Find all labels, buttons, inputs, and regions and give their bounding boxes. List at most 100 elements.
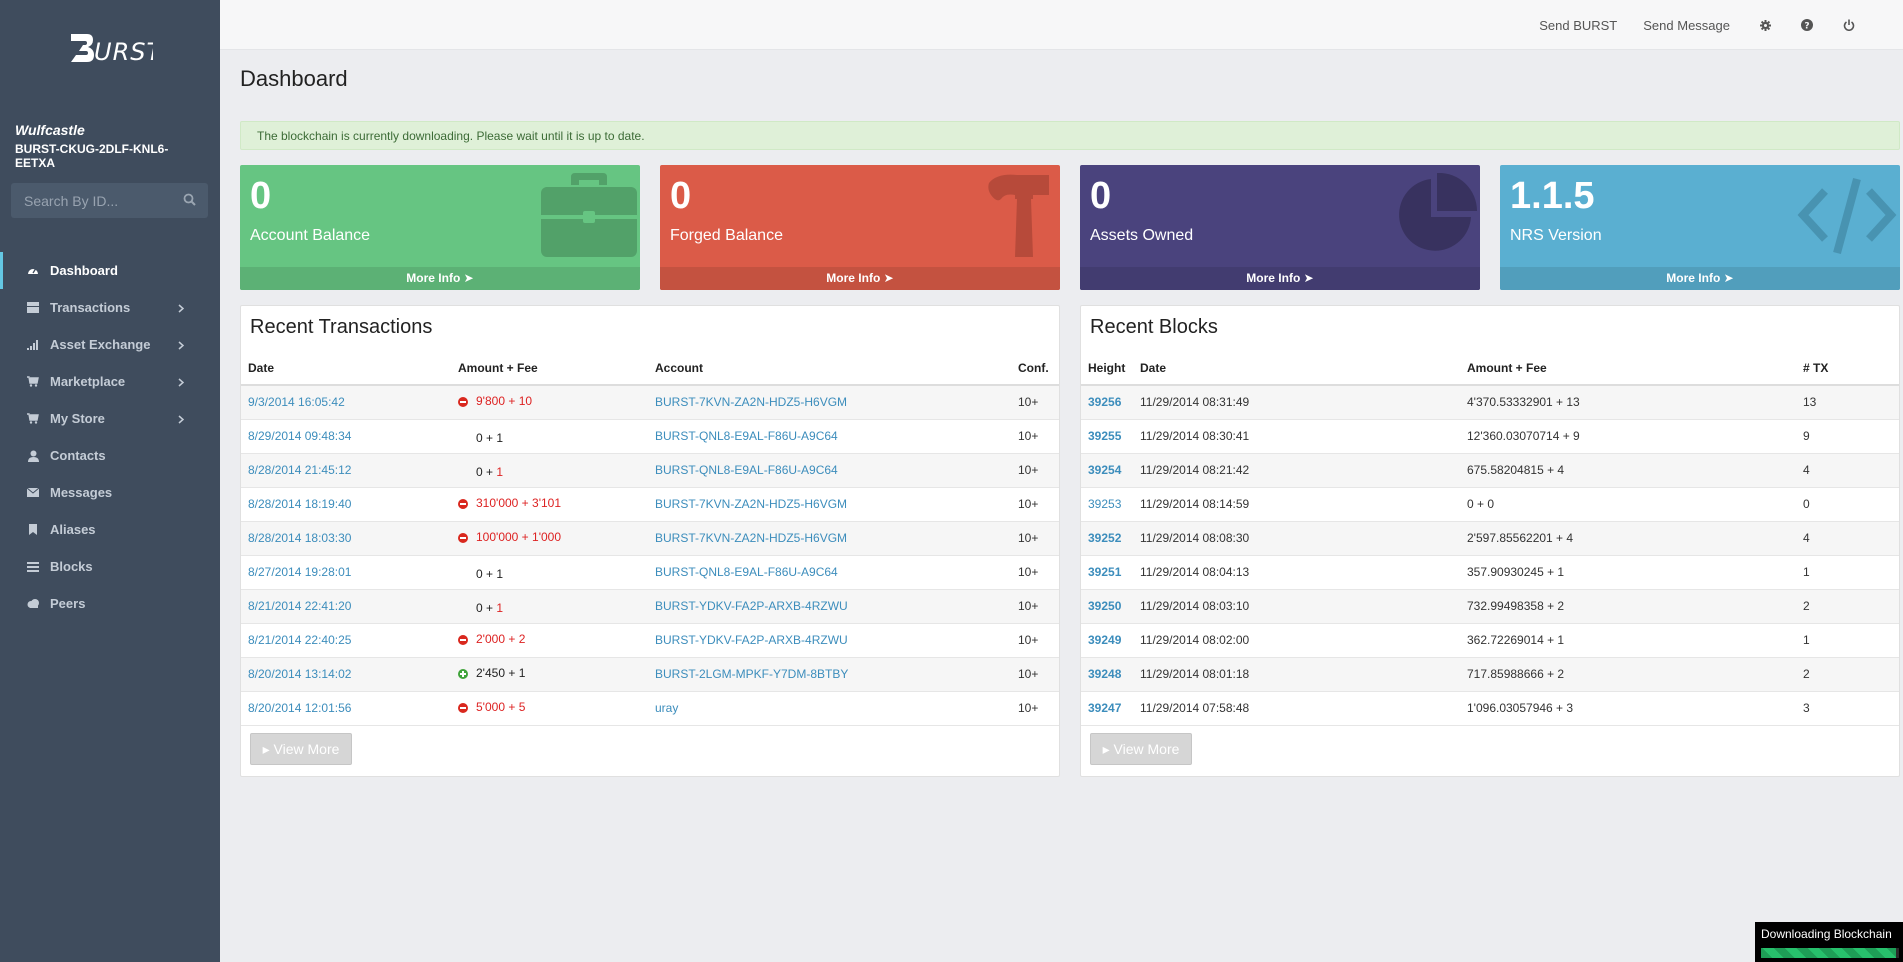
nrs-version-box: 1.1.5 NRS Version More Info ➤ [1500,165,1900,290]
arrow-circle-right-icon: ➤ [883,271,894,285]
transaction-date-link[interactable]: 8/21/2014 22:40:25 [248,633,352,647]
sidebar-item-marketplace[interactable]: Marketplace [0,363,220,400]
block-height-link[interactable]: 39247 [1088,701,1122,715]
more-info-link[interactable]: More Info ➤ [240,267,640,290]
account-link[interactable]: BURST-QNL8-E9AL-F86U-A9C64 [655,463,838,477]
fee-value: 1 [496,431,504,445]
more-info-link[interactable]: More Info ➤ [1080,267,1480,290]
sidebar-item-transactions[interactable]: Transactions [0,289,220,326]
power-icon[interactable] [1843,19,1855,31]
transaction-date-link[interactable]: 8/28/2014 18:03:30 [248,531,352,545]
sidebar-item-my-store[interactable]: My Store [0,400,220,437]
sidebar-item-contacts[interactable]: Contacts [0,437,220,474]
send-burst-link[interactable]: Send BURST [1539,17,1618,33]
block-tx-count: 2 [1796,589,1899,624]
cloud-icon [26,599,40,608]
column-header[interactable]: Amount + Fee [1460,351,1796,386]
panel-title: Recent Transactions [250,316,433,338]
table-row: 8/28/2014 18:03:30 100'000 + 1'000 BURST-7… [241,521,1059,556]
sidebar-item-label: Asset Exchange [50,337,151,352]
account-link[interactable]: BURST-7KVN-ZA2N-HDZ5-H6VGM [655,531,848,545]
account-link[interactable]: BURST-YDKV-FA2P-ARXB-4RZWU [655,599,848,613]
download-status: Downloading Blockchain [1755,922,1903,962]
envelope-icon [26,488,40,497]
block-height-link[interactable]: 39256 [1088,395,1122,410]
more-info-label: More Info [1666,271,1721,285]
block-date: 11/29/2014 08:31:49 [1133,385,1460,420]
block-height-link[interactable]: 39248 [1088,667,1122,681]
fee-value: 2 [518,632,526,646]
block-date: 11/29/2014 08:14:59 [1133,487,1460,522]
table-row: 39252 11/29/2014 08:08:30 2'597.85562201 +… [1081,521,1899,556]
account-id[interactable]: BURST-CKUG-2DLF-KNL6- EETXA [15,142,205,170]
sidebar-item-dashboard[interactable]: Dashboard [0,252,220,289]
recent-blocks-panel: Recent Blocks Height Date Amount + Fee #… [1080,305,1900,777]
transaction-date-link[interactable]: 8/28/2014 18:19:40 [248,497,352,511]
stat-label: NRS Version [1510,227,1602,244]
account-link[interactable]: BURST-QNL8-E9AL-F86U-A9C64 [655,565,838,579]
sidebar-item-label: Transactions [50,300,131,315]
block-height-link[interactable]: 39250 [1088,599,1122,613]
assets-owned-box: 0 Assets Owned More Info ➤ [1080,165,1480,290]
transaction-date-link[interactable]: 8/20/2014 12:01:56 [248,701,352,715]
transaction-date-link[interactable]: 9/3/2014 16:05:42 [248,395,345,410]
more-info-link[interactable]: More Info ➤ [1500,267,1900,290]
stat-label: Assets Owned [1090,227,1194,244]
download-progress-bar [1761,948,1899,958]
amount-fee: 0 + 1 [476,431,504,445]
confirmations: 10+ [1011,453,1059,488]
gear-icon[interactable] [1760,19,1771,31]
pie-chart-icon [1393,172,1477,260]
more-info-label: More Info [826,271,881,285]
transaction-date-link[interactable]: 8/21/2014 22:41:20 [248,599,352,613]
blocks-table: Height Date Amount + Fee # TX 39256 11/29… [1081,351,1899,726]
column-header[interactable]: Height [1081,351,1133,386]
transaction-date-link[interactable]: 8/29/2014 09:48:34 [248,429,352,443]
amount-value: 100'000 [476,530,519,544]
transaction-date-link[interactable]: 8/28/2014 21:45:12 [248,463,352,477]
user-name: Wulfcastle [15,122,85,138]
view-more-button[interactable]: ▸ View More [1090,733,1192,765]
help-icon[interactable]: ? [1801,19,1813,31]
account-balance-box: 0 Account Balance More Info ➤ [240,165,640,290]
burst-logo[interactable]: URST [0,0,220,95]
column-header[interactable]: Date [241,351,451,386]
sidebar-item-blocks[interactable]: Blocks [0,548,220,585]
sidebar-item-aliases[interactable]: Aliases [0,511,220,548]
view-more-button[interactable]: ▸ View More [250,733,352,765]
account-link[interactable]: BURST-YDKV-FA2P-ARXB-4RZWU [655,633,848,647]
account-link[interactable]: BURST-7KVN-ZA2N-HDZ5-H6VGM [655,395,848,410]
block-height-link[interactable]: 39253 [1088,497,1122,511]
block-height-link[interactable]: 39249 [1088,633,1122,647]
account-link[interactable]: uray [655,701,679,715]
account-link[interactable]: BURST-QNL8-E9AL-F86U-A9C64 [655,429,838,443]
column-header[interactable]: # TX [1796,351,1899,386]
search-input[interactable] [11,192,171,209]
block-height-link[interactable]: 39252 [1088,531,1122,545]
block-height-link[interactable]: 39255 [1088,429,1122,443]
account-link[interactable]: BURST-7KVN-ZA2N-HDZ5-H6VGM [655,497,848,511]
confirmations: 10+ [1011,555,1059,590]
transaction-date-link[interactable]: 8/20/2014 13:14:02 [248,667,352,681]
search-icon[interactable] [183,193,196,209]
column-header[interactable]: Date [1133,351,1460,386]
account-id-line2: EETXA [15,156,56,170]
sidebar-item-asset-exchange[interactable]: Asset Exchange [0,326,220,363]
fee-value: 5 [518,700,526,714]
more-info-link[interactable]: More Info ➤ [660,267,1060,290]
table-row: 39250 11/29/2014 08:03:10 732.99498358 + 2… [1081,589,1899,624]
dashboard-icon [26,265,40,277]
block-height-link[interactable]: 39251 [1088,565,1122,579]
column-header[interactable]: Account [648,351,1011,386]
sidebar-item-peers[interactable]: Peers [0,585,220,622]
sidebar-item-label: Contacts [50,448,106,463]
list-icon [26,561,40,572]
column-header[interactable]: Amount + Fee [451,351,648,386]
column-header[interactable]: Conf. [1011,351,1059,386]
sidebar-item-messages[interactable]: Messages [0,474,220,511]
block-height-link[interactable]: 39254 [1088,463,1122,477]
transaction-date-link[interactable]: 8/27/2014 19:28:01 [248,565,352,579]
send-message-link[interactable]: Send Message [1643,17,1730,33]
account-link[interactable]: BURST-2LGM-MPKF-Y7DM-8BTBY [655,667,849,681]
block-tx-count: 3 [1796,691,1899,726]
